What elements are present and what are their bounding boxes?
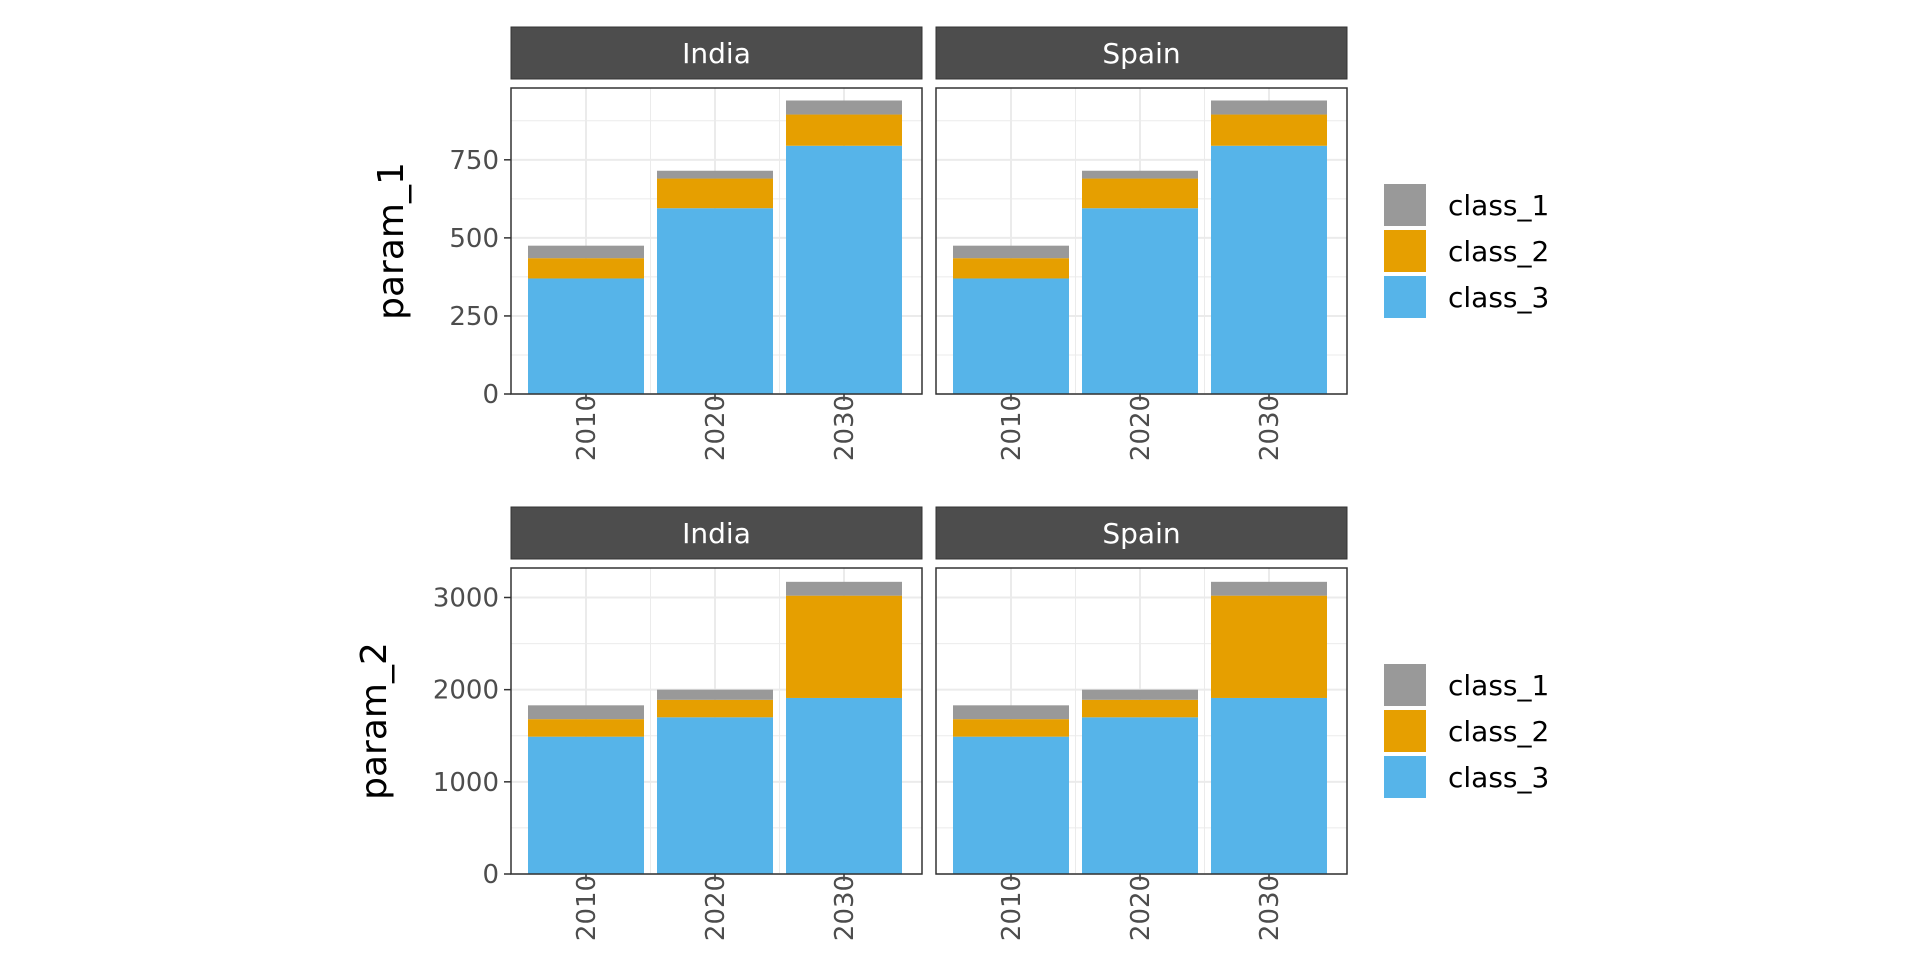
y-tick-label: 0 <box>482 860 499 890</box>
y-tick-label: 3000 <box>433 583 499 613</box>
x-tick-label: 2020 <box>1126 875 1156 941</box>
bar-class_1-2030 <box>786 581 902 596</box>
bar-class_2-2010 <box>528 258 644 279</box>
bar-class_2-2030 <box>1211 595 1327 698</box>
bar-class_2-2030 <box>786 114 902 146</box>
x-tick-label: 2020 <box>701 395 731 461</box>
bar-class_1-2010 <box>528 705 644 720</box>
panel-border <box>510 87 923 395</box>
legend-label: class_3 <box>1448 761 1549 794</box>
legend-key-class_3 <box>1384 756 1426 798</box>
panel-border <box>935 87 1348 395</box>
bar-class_1-2020 <box>1082 170 1198 179</box>
legend-key-class_1 <box>1384 184 1426 226</box>
bar-class_3-2020 <box>1082 208 1198 394</box>
facet-strip-label: Spain <box>1102 37 1180 70</box>
y-tick-label: 1000 <box>433 768 499 798</box>
bar-class_3-2020 <box>657 717 773 874</box>
bar-class_2-2020 <box>1082 699 1198 718</box>
bar-class_3-2030 <box>1211 697 1327 874</box>
bar-class_1-2020 <box>657 170 773 179</box>
bar-class_3-2010 <box>953 278 1069 394</box>
legend-label: class_2 <box>1448 235 1549 268</box>
bar-class_2-2020 <box>657 699 773 718</box>
bar-class_3-2030 <box>786 145 902 394</box>
facet-strip <box>935 506 1348 560</box>
bar-class_2-2020 <box>1082 178 1198 209</box>
y-tick-label: 0 <box>482 380 499 410</box>
y-tick-label: 2000 <box>433 676 499 706</box>
bar-class_2-2030 <box>786 595 902 698</box>
x-tick-label: 2030 <box>1255 395 1285 461</box>
facet-strip-label: India <box>682 37 751 70</box>
legend-label: class_2 <box>1448 715 1549 748</box>
facet-strip <box>510 26 923 80</box>
bar-class_3-2010 <box>528 736 644 874</box>
legend-label: class_1 <box>1448 669 1549 702</box>
bar-class_2-2010 <box>528 719 644 737</box>
bar-class_1-2020 <box>1082 689 1198 700</box>
x-tick-label: 2030 <box>830 875 860 941</box>
bar-class_1-2010 <box>953 705 1069 720</box>
legend-key-class_1 <box>1384 664 1426 706</box>
facet-strip-label: Spain <box>1102 517 1180 550</box>
x-tick-label: 2030 <box>830 395 860 461</box>
bar-class_1-2030 <box>1211 581 1327 596</box>
x-tick-label: 2020 <box>701 875 731 941</box>
bar-class_2-2010 <box>953 719 1069 737</box>
legend-label: class_3 <box>1448 281 1549 314</box>
y-axis-title: param_1 <box>371 162 412 320</box>
panel-border <box>510 567 923 875</box>
x-tick-label: 2020 <box>1126 395 1156 461</box>
x-tick-label: 2010 <box>572 875 602 941</box>
legend-key-class_2 <box>1384 710 1426 752</box>
y-tick-label: 500 <box>449 224 499 254</box>
bar-class_2-2030 <box>1211 114 1327 146</box>
bar-class_2-2010 <box>953 258 1069 279</box>
bar-class_1-2010 <box>528 245 644 259</box>
bar-class_1-2020 <box>657 689 773 700</box>
bar-class_1-2010 <box>953 245 1069 259</box>
x-tick-label: 2010 <box>997 875 1027 941</box>
panel-border <box>935 567 1348 875</box>
legend-key-class_3 <box>1384 276 1426 318</box>
bar-class_3-2030 <box>786 697 902 874</box>
bar-class_3-2020 <box>657 208 773 394</box>
facet-strip <box>510 506 923 560</box>
facet-strip <box>935 26 1348 80</box>
bar-class_1-2030 <box>786 100 902 115</box>
bar-class_3-2030 <box>1211 145 1327 394</box>
y-tick-label: 250 <box>449 302 499 332</box>
x-tick-label: 2010 <box>997 395 1027 461</box>
bar-class_3-2010 <box>953 736 1069 874</box>
bar-class_1-2030 <box>1211 100 1327 115</box>
y-axis-title: param_2 <box>354 642 395 800</box>
legend-key-class_2 <box>1384 230 1426 272</box>
bar-class_3-2010 <box>528 278 644 394</box>
x-tick-label: 2010 <box>572 395 602 461</box>
legend-label: class_1 <box>1448 189 1549 222</box>
x-tick-label: 2030 <box>1255 875 1285 941</box>
bar-class_3-2020 <box>1082 717 1198 874</box>
facet-strip-label: India <box>682 517 751 550</box>
bar-class_2-2020 <box>657 178 773 209</box>
y-tick-label: 750 <box>449 146 499 176</box>
